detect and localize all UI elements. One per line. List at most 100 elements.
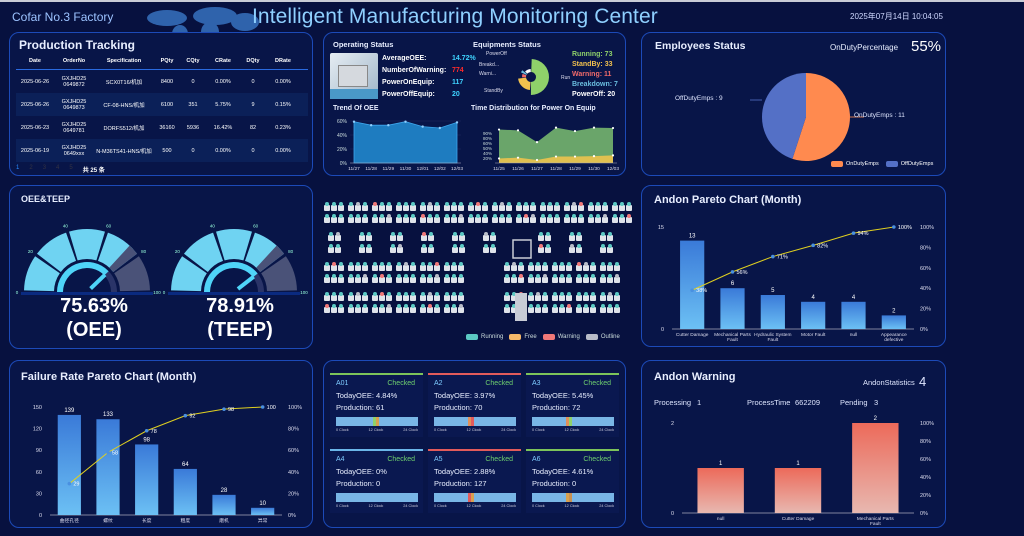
page-button[interactable]: 3 xyxy=(42,165,47,171)
column-header[interactable]: CQty xyxy=(186,58,200,64)
machine-status-dot xyxy=(325,292,329,296)
machine-icon xyxy=(420,295,426,301)
machine-status-dot xyxy=(363,262,367,266)
cumulative-label: 38% xyxy=(696,288,707,294)
device-card[interactable]: A4 Checked TodayOEE: 0% Production: 0 0 … xyxy=(330,449,423,513)
device-timeline xyxy=(434,493,516,502)
legend-label[interactable]: OnDutyEmps xyxy=(846,161,879,167)
legend-outline[interactable]: Outline xyxy=(585,334,620,340)
column-header[interactable]: PQty xyxy=(160,58,174,64)
machine-status-dot xyxy=(387,304,391,308)
machine-status-dot xyxy=(325,274,329,278)
cumulative-point xyxy=(106,450,110,455)
table-row[interactable]: 2025-06-26 GXJHD25 0649872 SCX0T16/机加 8400 0… xyxy=(16,70,308,93)
equipment-legend-item[interactable]: StandBy: 33 xyxy=(572,61,612,68)
bar-value-label: 2 xyxy=(874,416,878,422)
legend-running[interactable]: Running xyxy=(466,334,503,340)
equipment-legend-item[interactable]: PowerOff: 20 xyxy=(572,91,615,98)
table-row[interactable]: 2025-06-19 GXJHD25 0649xxx N-M36TS41-HNS/机… xyxy=(16,139,308,162)
column-header[interactable]: OrderNo xyxy=(62,58,86,64)
legend-label: Running: xyxy=(572,51,603,58)
column-header[interactable]: DQty xyxy=(246,58,260,64)
legend-warning[interactable]: Warning xyxy=(542,334,580,340)
machine-status-dot xyxy=(453,244,457,248)
device-card[interactable]: A01 Checked TodayOEE: 4.84% Production: … xyxy=(330,373,423,437)
page-button[interactable]: 4 xyxy=(56,165,60,171)
device-card[interactable]: A5 Checked TodayOEE: 2.88% Production: 1… xyxy=(428,449,521,513)
column-header[interactable]: Specification xyxy=(106,58,142,64)
trend-oee-title: Trend Of OEE xyxy=(333,105,379,112)
page-button[interactable]: 1 xyxy=(16,165,20,171)
machine-status-dot xyxy=(541,202,545,206)
operating-status-panel: Operating Status AverageOEE: 14.72% Number… xyxy=(323,32,626,176)
table-row[interactable]: 2025-06-26 GXJHD25 0649873 CF-08-HNS/机加 610… xyxy=(16,93,308,116)
operating-stat: PowerOnEquip: 117 xyxy=(382,79,463,86)
page-button[interactable]: 2 xyxy=(29,165,33,171)
column-header[interactable]: DRate xyxy=(275,58,291,64)
machine-icon xyxy=(372,205,378,211)
tick-label: 0% xyxy=(920,511,928,517)
table-row[interactable]: 2025-06-23 GXJHD25 0649781 DORFS512/机加 3616… xyxy=(16,116,308,139)
machine-status-dot xyxy=(596,202,600,206)
equipment-legend-item[interactable]: Running: 73 xyxy=(572,51,612,58)
panel-title: Andon Pareto Chart (Month) xyxy=(654,194,802,206)
machine-status-dot xyxy=(349,202,353,206)
device-card[interactable]: A6 Checked TodayOEE: 4.61% Production: 0… xyxy=(526,449,619,513)
data-point xyxy=(573,129,577,133)
legend-label[interactable]: OffDutyEmps xyxy=(900,161,934,167)
failure-pareto-chart: 0 30 60 90 120 150 0% 20% 40% 60% 80% 100% 139 曲径孔径 13… xyxy=(33,405,302,524)
gauge-segment xyxy=(36,232,77,272)
cumulative-point xyxy=(222,407,226,411)
machine-status-dot xyxy=(356,292,360,296)
column-header[interactable]: Date xyxy=(29,58,41,64)
column-header[interactable]: CRate xyxy=(215,58,231,64)
cumulative-point xyxy=(144,428,149,433)
equipment-legend-item[interactable]: Breakdown: 7 xyxy=(572,81,618,88)
device-card[interactable]: A2 Checked TodayOEE: 3.97% Production: 7… xyxy=(428,373,521,437)
operating-stat: PowerOffEquip: 20 xyxy=(382,91,460,98)
machine-icon xyxy=(545,235,551,241)
machine-status-dot xyxy=(435,292,439,296)
machine-icon xyxy=(428,235,434,241)
table-cell: 0.00% xyxy=(275,78,291,85)
table-cell: 0 xyxy=(251,147,255,154)
machine-icon xyxy=(396,295,402,301)
machine-status-dot xyxy=(577,244,581,248)
device-production: Production: 0 xyxy=(532,479,577,488)
machine-status-dot xyxy=(452,214,456,218)
data-point xyxy=(516,156,520,159)
equipment-legend-item[interactable]: Warning: 11 xyxy=(572,71,611,78)
machine-icon xyxy=(459,235,465,241)
table-cell: GXJHD25 0649873 xyxy=(61,98,87,111)
machine-status-dot xyxy=(553,262,557,266)
machine-icon xyxy=(428,247,434,253)
employees-pie-chart xyxy=(750,73,864,161)
machine-icon xyxy=(331,277,337,283)
machine-status-dot xyxy=(411,274,415,278)
donut-slice xyxy=(518,77,531,90)
bar-value-label: 64 xyxy=(182,462,189,468)
machine-icon xyxy=(504,295,510,301)
donut-slice xyxy=(525,69,531,74)
legend-free[interactable]: Free xyxy=(509,334,537,340)
tick-label: 100% xyxy=(288,405,302,411)
teep-value: 78.91% (TEEP) xyxy=(206,295,274,341)
pending-value: 3 xyxy=(874,398,879,407)
bar xyxy=(251,507,275,515)
data-point xyxy=(455,121,459,124)
page-button[interactable]: 5 xyxy=(69,165,73,171)
device-name: A3 xyxy=(532,380,541,387)
data-point xyxy=(421,125,424,128)
device-card[interactable]: A3 Checked TodayOEE: 5.45% Production: 7… xyxy=(526,373,619,437)
machine-status-dot xyxy=(493,202,497,206)
machine-icon xyxy=(362,205,368,211)
stat-label: AverageOEE: xyxy=(382,55,427,62)
machine-status-dot xyxy=(531,214,535,218)
machine-icon xyxy=(576,307,582,313)
machine-icon xyxy=(590,265,596,271)
machine-status-dot xyxy=(500,214,504,218)
machine-status-dot xyxy=(349,274,353,278)
machine-status-dot xyxy=(584,304,588,308)
machine-status-dot xyxy=(404,304,408,308)
machine-icon xyxy=(576,277,582,283)
